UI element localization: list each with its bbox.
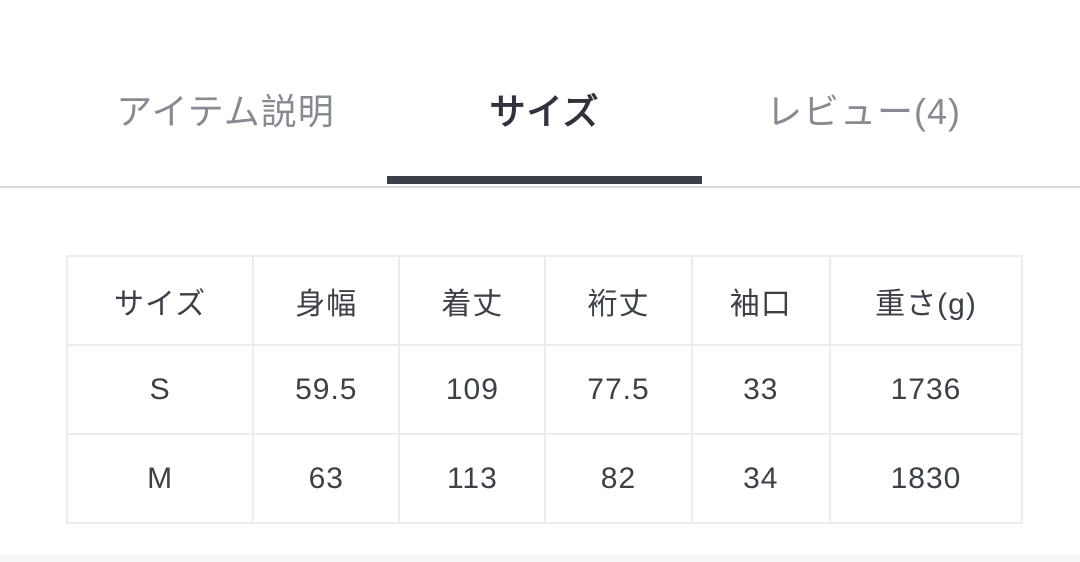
size-table-header-cell: 裄丈 <box>544 255 693 346</box>
size-table-header-cell: 着丈 <box>398 255 547 346</box>
tab-item-description[interactable]: アイテム説明 <box>66 0 385 184</box>
tab-size[interactable]: サイズ <box>385 0 704 184</box>
table-cell: 77.5 <box>544 344 693 435</box>
table-cell: 59.5 <box>252 344 401 435</box>
table-row-size-S: S 59.5 109 77.5 33 1736 <box>65 344 1023 435</box>
table-cell: S <box>65 344 255 435</box>
size-table-header-cell: 重さ(g) <box>829 255 1023 346</box>
size-tab-content: サイズ 身幅 着丈 裄丈 袖口 重さ(g) S 59.5 109 77.5 33 1736 M 63 11… <box>65 255 1080 524</box>
tab-bar: アイテム説明 サイズ レビュー(4) <box>66 0 1023 184</box>
table-cell: 63 <box>252 433 401 524</box>
size-table-header-cell: 袖口 <box>690 255 832 346</box>
size-table-header-cell: サイズ <box>65 255 255 346</box>
tab-reviews[interactable]: レビュー(4) <box>704 0 1023 184</box>
table-row-size-M: M 63 113 82 34 1830 <box>65 433 1023 524</box>
table-cell: 113 <box>398 433 547 524</box>
table-cell: 1830 <box>829 433 1023 524</box>
table-cell: M <box>65 433 255 524</box>
tab-divider <box>0 186 1080 188</box>
table-cell: 82 <box>544 433 693 524</box>
size-table: サイズ 身幅 着丈 裄丈 袖口 重さ(g) S 59.5 109 77.5 33 1736 M 63 11… <box>65 255 1023 524</box>
table-cell: 109 <box>398 344 547 435</box>
size-table-header-row: サイズ 身幅 着丈 裄丈 袖口 重さ(g) <box>65 255 1023 346</box>
size-table-header-cell: 身幅 <box>252 255 401 346</box>
table-cell: 1736 <box>829 344 1023 435</box>
table-cell: 33 <box>690 344 832 435</box>
table-cell: 34 <box>690 433 832 524</box>
bottom-strip <box>0 555 1080 562</box>
